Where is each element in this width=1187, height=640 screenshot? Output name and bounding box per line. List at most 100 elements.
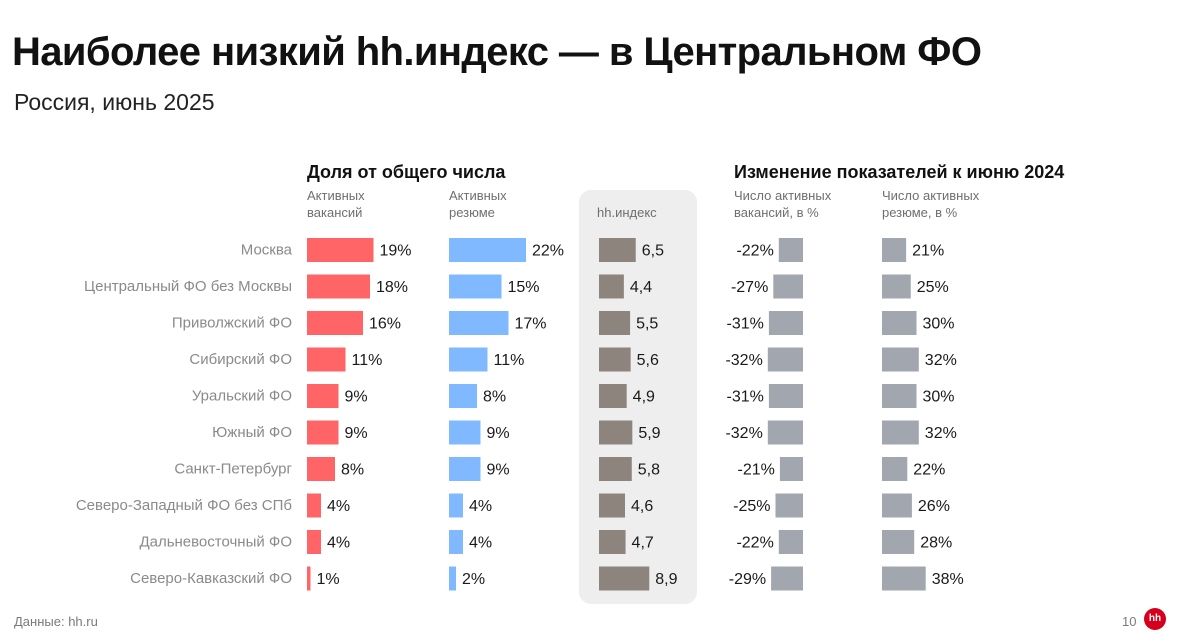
category-label: Северо-Западный ФО без СПб — [76, 497, 292, 514]
hh-index-panel — [579, 190, 697, 604]
hh-index-bar — [599, 530, 626, 554]
resumes-change-value-label: 21% — [912, 243, 944, 260]
resumes-share-value-label: 11% — [494, 352, 525, 369]
vacancies-share-bar — [307, 384, 339, 408]
category-label: Приволжский ФО — [172, 315, 292, 332]
vacancies-change-bar — [778, 238, 803, 262]
vacancies-share-value-label: 8% — [341, 462, 364, 479]
hh-index-bar — [599, 347, 631, 372]
resumes-share-value-label: 9% — [487, 425, 510, 442]
vacancies-share-bar — [307, 238, 374, 262]
vacancies-share-value-label: 4% — [327, 498, 350, 515]
chart-title: Наиболее низкий hh.индекс — в Центрально… — [12, 30, 982, 74]
category-label: Сибирский ФО — [189, 351, 292, 368]
resumes-change-bar — [882, 566, 926, 591]
resumes-change-value-label: 32% — [925, 352, 957, 369]
hh-index-value-label: 5,5 — [636, 316, 658, 333]
resumes-change-value-label: 30% — [923, 316, 955, 333]
vacancies-share-bar — [307, 530, 321, 554]
resumes-share-value-label: 15% — [508, 279, 540, 296]
hh-index-value-label: 5,6 — [637, 352, 659, 369]
vacancies-change-bar — [767, 347, 803, 372]
resumes-change-bar — [882, 384, 917, 408]
resumes-share-bar — [449, 493, 463, 518]
resumes-change-value-label: 32% — [925, 425, 957, 442]
category-label: Южный ФО — [212, 424, 292, 441]
hh-index-bar — [599, 566, 650, 591]
vacancies-change-bar — [773, 274, 803, 299]
vacancies-change-value-label: -21% — [738, 462, 775, 479]
category-label: Северо-Кавказский ФО — [130, 570, 292, 587]
resumes-share-bar — [449, 420, 481, 445]
resumes-change-value-label: 38% — [932, 571, 964, 588]
vacancies-share-value-label: 1% — [317, 571, 340, 588]
category-label: Дальневосточный ФО — [139, 534, 292, 551]
hh-index-value-label: 4,7 — [632, 535, 654, 552]
vacancies-change-bar — [775, 493, 803, 518]
vacancies-share-bar — [307, 566, 311, 591]
vacancies-share-bar — [307, 311, 363, 335]
category-label: Москва — [241, 242, 293, 259]
vacancies-share-value-label: 9% — [345, 389, 368, 406]
vacancies-share-value-label: 16% — [369, 316, 401, 333]
resumes-share-value-label: 4% — [469, 535, 492, 552]
resumes-change-bar — [882, 238, 907, 262]
resumes-change-bar — [882, 311, 917, 335]
vacancies-share-value-label: 9% — [345, 425, 368, 442]
vacancies-share-value-label: 4% — [327, 535, 350, 552]
vacancies-change-bar — [778, 530, 803, 554]
vacancies-share-value-label: 11% — [352, 352, 383, 369]
resumes-change-bar — [882, 493, 912, 518]
resumes-share-bar — [449, 384, 477, 408]
hh-index-value-label: 6,5 — [642, 243, 664, 260]
hh-index-bar — [599, 238, 636, 262]
page-number: 10 — [1122, 614, 1137, 629]
vacancies-change-value-label: -32% — [725, 425, 762, 442]
resumes-change-bar — [882, 457, 908, 481]
resumes-share-bar — [449, 457, 481, 481]
column-header-resumes-change: Число активных резюме, в % — [882, 188, 980, 220]
resumes-share-value-label: 2% — [462, 571, 485, 588]
resumes-share-value-label: 4% — [469, 498, 492, 515]
chart-subtitle: Россия, июнь 2025 — [14, 89, 215, 115]
resumes-share-bar — [449, 347, 488, 372]
resumes-share-bar — [449, 238, 526, 262]
vacancies-share-value-label: 18% — [376, 279, 408, 296]
hh-index-bar — [599, 493, 625, 518]
resumes-change-value-label: 22% — [913, 462, 945, 479]
hh-index-bar — [599, 457, 632, 481]
hh-index-bar — [599, 274, 624, 299]
hh-index-value-label: 8,9 — [655, 571, 677, 588]
resumes-share-bar — [449, 311, 509, 335]
vacancies-share-bar — [307, 493, 321, 518]
vacancies-change-value-label: -22% — [736, 535, 773, 552]
hh-index-bar — [599, 311, 631, 335]
category-label: Центральный ФО без Москвы — [84, 278, 292, 295]
vacancies-share-bar — [307, 457, 335, 481]
resumes-share-value-label: 22% — [532, 243, 564, 260]
vacancies-change-value-label: -25% — [733, 498, 770, 515]
resumes-change-bar — [882, 347, 919, 372]
hh-index-value-label: 4,6 — [631, 498, 653, 515]
resumes-change-bar — [882, 274, 911, 299]
hh-index-value-label: 5,8 — [638, 462, 660, 479]
vacancies-change-value-label: -31% — [727, 389, 764, 406]
vacancies-change-bar — [767, 420, 803, 445]
resumes-change-value-label: 25% — [917, 279, 949, 296]
vacancies-change-value-label: -29% — [729, 571, 766, 588]
resumes-change-bar — [882, 530, 915, 554]
resumes-share-bar — [449, 274, 502, 299]
resumes-share-value-label: 17% — [515, 316, 547, 333]
vacancies-change-bar — [771, 566, 803, 591]
hh-index-value-label: 4,4 — [630, 279, 652, 296]
vacancies-change-bar — [779, 457, 803, 481]
column-header-vacancies-share: Активных вакансий — [307, 188, 365, 220]
vacancies-change-bar — [768, 311, 803, 335]
resumes-share-bar — [449, 530, 463, 554]
category-label: Уральский ФО — [192, 388, 292, 405]
vacancies-change-bar — [768, 384, 803, 408]
vacancies-share-bar — [307, 347, 346, 372]
vacancies-share-bar — [307, 274, 370, 299]
resumes-change-value-label: 28% — [920, 535, 952, 552]
resumes-change-bar — [882, 420, 919, 445]
